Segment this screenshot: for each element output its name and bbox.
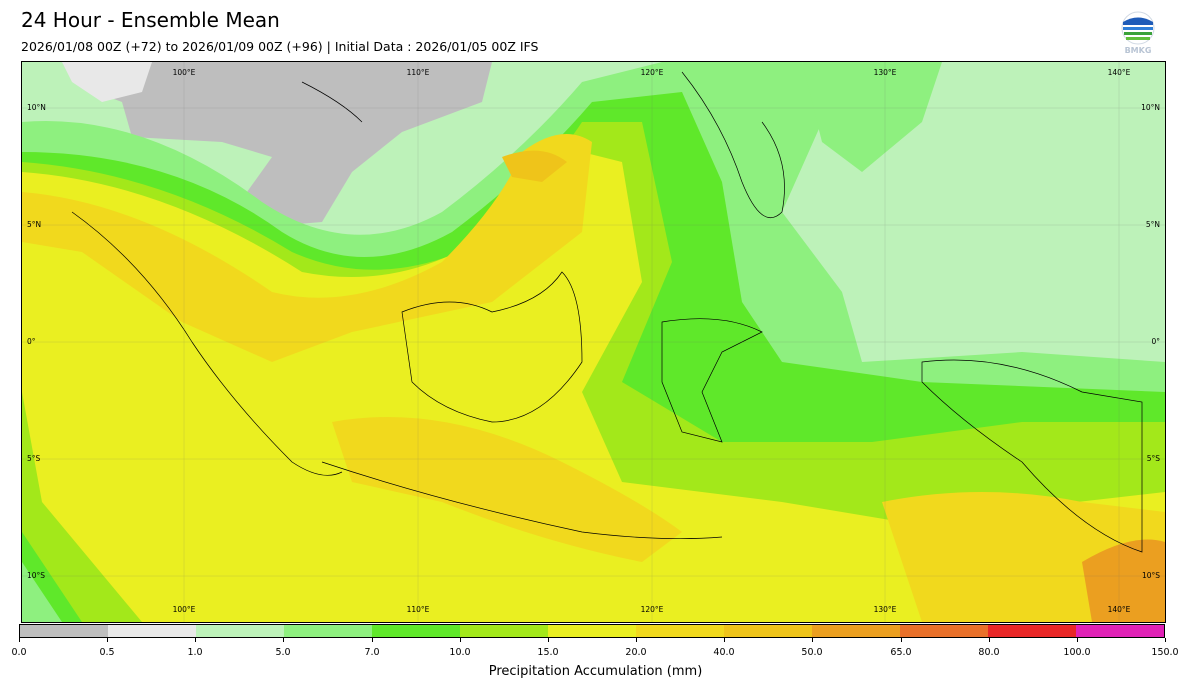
colorbar-tick-label: 7.0 (364, 647, 380, 658)
lat-label-left: 0° (27, 337, 36, 346)
colorbar-tick-mark (372, 638, 373, 642)
colorbar-segment (812, 625, 900, 637)
lat-label-left: 5°N (27, 220, 42, 229)
chart-subtitle: 2026/01/08 00Z (+72) to 2026/01/09 00Z (… (21, 39, 539, 54)
colorbar (19, 624, 1165, 638)
lat-label-left: 5°S (27, 454, 41, 463)
colorbar-tick-mark (283, 638, 284, 642)
colorbar-tick-label: 80.0 (978, 647, 1000, 658)
colorbar-segment (988, 625, 1076, 637)
lon-label-top: 120°E (640, 68, 664, 77)
colorbar-segment (372, 625, 460, 637)
colorbar-tick-mark (636, 638, 637, 642)
colorbar-tick-mark (901, 638, 902, 642)
lon-label-top: 130°E (873, 68, 897, 77)
colorbar-segment (1076, 625, 1164, 637)
lat-label-left: 10°S (27, 571, 46, 580)
colorbar-tick-mark (989, 638, 990, 642)
colorbar-tick-mark (107, 638, 108, 642)
colorbar-tick-mark (195, 638, 196, 642)
lon-label-top: 100°E (172, 68, 196, 77)
colorbar-segment (636, 625, 724, 637)
bmkg-logo: BMKG (1120, 11, 1156, 55)
lon-label-top: 110°E (406, 68, 430, 77)
lon-label-bottom: 110°E (406, 605, 430, 614)
colorbar-tick-label: 65.0 (890, 647, 912, 658)
lat-label-right: 5°N (1145, 220, 1160, 229)
svg-text:BMKG: BMKG (1125, 46, 1152, 55)
precipitation-map: 100°E 110°E 120°E 130°E 140°E 100°E 110°… (21, 61, 1166, 623)
colorbar-tick-label: 40.0 (713, 647, 735, 658)
colorbar-label: Precipitation Accumulation (mm) (488, 664, 703, 679)
colorbar-segment (284, 625, 372, 637)
colorbar-segment (900, 625, 988, 637)
colorbar-segment (108, 625, 196, 637)
colorbar-tick-label: 15.0 (537, 647, 559, 658)
colorbar-tick-mark (724, 638, 725, 642)
lat-label-right: 0° (1151, 337, 1160, 346)
precipitation-field (22, 62, 1165, 622)
colorbar-tick-label: 0.5 (99, 647, 115, 658)
lat-label-right: 10°S (1141, 571, 1160, 580)
chart-title: 24 Hour - Ensemble Mean (21, 8, 280, 32)
lat-label-left: 10°N (27, 103, 46, 112)
colorbar-tick-mark (548, 638, 549, 642)
colorbar-tick-mark (19, 638, 20, 642)
colorbar-tick-label: 1.0 (187, 647, 203, 658)
colorbar-tick-label: 0.0 (11, 647, 27, 658)
lon-label-bottom: 130°E (873, 605, 897, 614)
colorbar-tick-label: 20.0 (625, 647, 647, 658)
lon-label-bottom: 140°E (1107, 605, 1131, 614)
colorbar-tick-label: 10.0 (449, 647, 471, 658)
colorbar-segment (20, 625, 108, 637)
colorbar-tick-label: 100.0 (1063, 647, 1091, 658)
colorbar-tick-label: 5.0 (275, 647, 291, 658)
colorbar-tick-mark (1077, 638, 1078, 642)
lat-label-right: 10°N (1141, 103, 1160, 112)
lat-label-right: 5°S (1146, 454, 1160, 463)
colorbar-segment (724, 625, 812, 637)
colorbar-segment (196, 625, 284, 637)
colorbar-tick-mark (460, 638, 461, 642)
lon-label-top: 140°E (1107, 68, 1131, 77)
colorbar-tick-label: 150.0 (1151, 647, 1179, 658)
colorbar-segment (548, 625, 636, 637)
colorbar-tick-label: 50.0 (801, 647, 823, 658)
lon-label-bottom: 100°E (172, 605, 196, 614)
colorbar-tick-mark (812, 638, 813, 642)
lon-label-bottom: 120°E (640, 605, 664, 614)
colorbar-tick-mark (1165, 638, 1166, 642)
colorbar-segment (460, 625, 548, 637)
